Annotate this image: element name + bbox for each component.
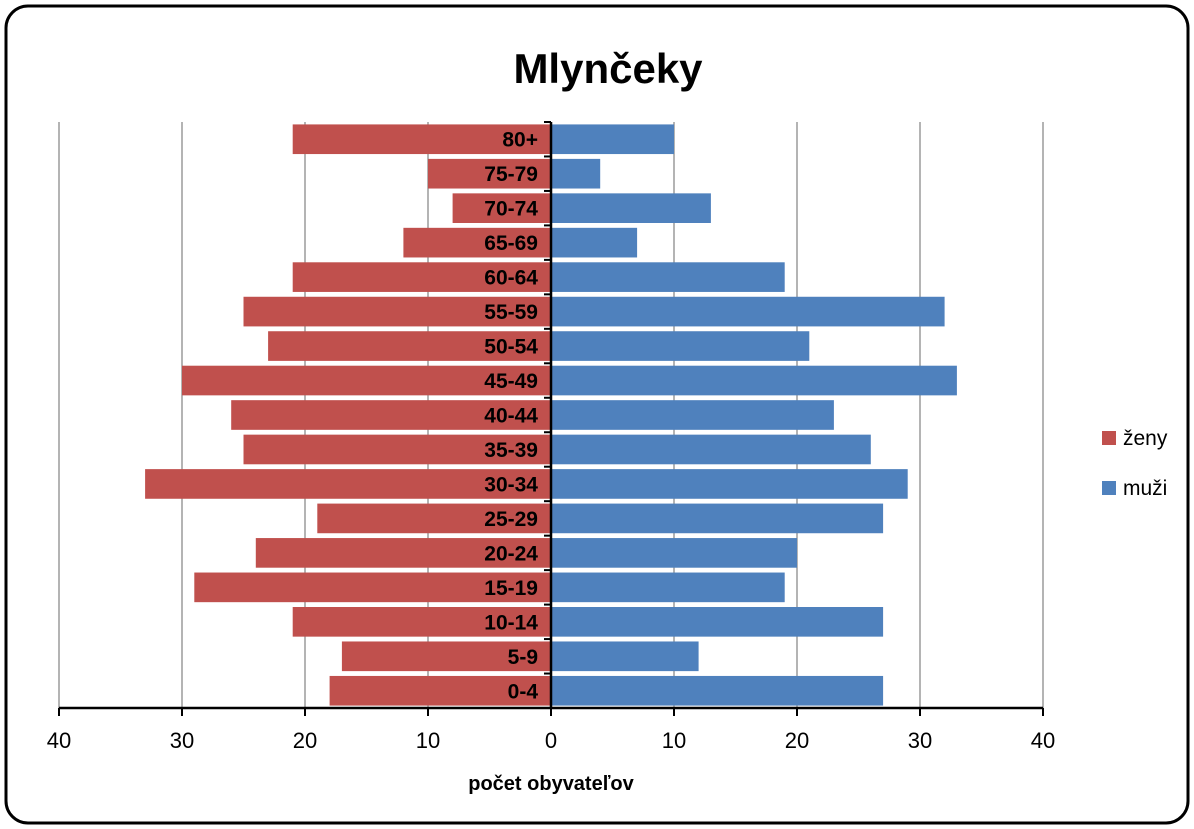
x-tick-label: 20 (785, 728, 809, 753)
bar-right-80+ (551, 124, 674, 155)
category-label: 80+ (502, 129, 538, 152)
bar-right-0-4 (551, 675, 884, 706)
bar-left-75-79 (428, 158, 551, 189)
bar-left-65-69 (403, 227, 551, 258)
category-label: 15-19 (484, 577, 538, 600)
bar-left-40-44 (231, 400, 551, 430)
bar-left-50-54 (268, 331, 551, 361)
category-label: 10-14 (484, 611, 538, 634)
x-tick-label: 40 (47, 728, 71, 753)
bar-right-10-14 (551, 607, 884, 637)
category-label: 75-79 (484, 163, 538, 186)
category-label: 25-29 (484, 508, 538, 531)
bar-right-40-44 (551, 400, 834, 430)
x-tick-label: 10 (662, 728, 686, 753)
bar-left-5-9 (341, 641, 551, 672)
x-axis: 40 30 20 10 0 10 20 30 40 (47, 121, 1055, 753)
bar-right-20-24 (551, 538, 797, 568)
bar-right-70-74 (551, 193, 711, 223)
x-axis-title: počet obyvateľov (468, 773, 634, 795)
category-label: 50-54 (484, 336, 538, 359)
x-tick-label: 10 (416, 728, 440, 753)
category-label: 20-24 (484, 542, 538, 565)
chart-title: Mlynčeky (513, 45, 703, 92)
bar-left-60-64 (292, 262, 551, 292)
bar-left-35-39 (243, 434, 551, 465)
category-label: 65-69 (484, 232, 538, 255)
category-label: 40-44 (484, 405, 538, 428)
bar-left-70-74 (452, 193, 551, 223)
x-tick-label: 20 (293, 728, 317, 753)
bar-left-10-14 (292, 607, 551, 637)
bar-right-60-64 (551, 262, 785, 292)
category-label: 60-64 (484, 267, 538, 290)
category-label: 45-49 (484, 370, 538, 393)
bar-right-50-54 (551, 331, 810, 361)
category-label: 0-4 (508, 680, 539, 703)
legend-swatch (1102, 431, 1116, 445)
legend: ženy muži (1102, 427, 1168, 500)
bar-right-45-49 (551, 365, 957, 396)
x-tick-label: 30 (170, 728, 194, 753)
bar-left-45-49 (182, 365, 551, 396)
category-label: 35-39 (484, 439, 538, 462)
bars (145, 124, 957, 706)
x-tick-label: 30 (908, 728, 932, 753)
x-tick-label: 40 (1031, 728, 1055, 753)
category-label: 55-59 (484, 301, 538, 324)
x-tick-label: 0 (545, 728, 557, 753)
bar-right-5-9 (551, 641, 699, 672)
legend-label: ženy (1123, 427, 1168, 450)
bar-right-75-79 (551, 158, 601, 189)
bar-right-65-69 (551, 227, 638, 258)
category-label: 30-34 (484, 473, 538, 496)
bar-left-80+ (292, 124, 551, 155)
bar-right-25-29 (551, 503, 884, 534)
category-labels: 0-4 5-9 10-14 15-19 20-24 25-29 30-34 35-39 40-4… (484, 129, 538, 704)
bar-left-25-29 (317, 503, 551, 534)
bar-left-30-34 (145, 469, 551, 499)
bar-left-15-19 (194, 572, 552, 603)
legend-label: muži (1123, 477, 1167, 500)
bar-right-35-39 (551, 434, 871, 465)
bar-right-55-59 (551, 296, 945, 327)
bar-left-55-59 (243, 296, 551, 327)
category-label: 70-74 (484, 198, 538, 221)
legend-swatch (1102, 481, 1116, 495)
bar-right-15-19 (551, 572, 785, 603)
bar-right-30-34 (551, 469, 908, 499)
category-label: 5-9 (508, 646, 538, 669)
bar-left-20-24 (255, 538, 552, 568)
bar-left-0-4 (329, 675, 551, 706)
